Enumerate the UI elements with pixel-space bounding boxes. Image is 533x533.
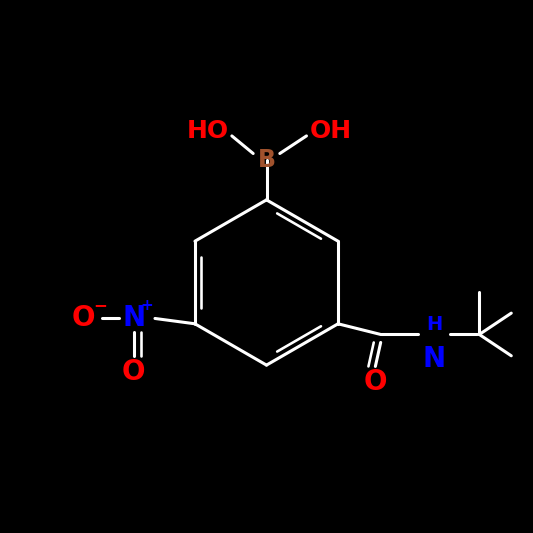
Text: −: − (93, 296, 107, 314)
Text: N: N (122, 304, 145, 333)
Text: +: + (141, 297, 154, 313)
Text: B: B (257, 148, 276, 172)
Text: N: N (423, 345, 446, 373)
Text: H: H (426, 316, 442, 335)
Text: HO: HO (187, 118, 229, 143)
Text: O: O (122, 358, 146, 386)
Text: OH: OH (309, 118, 352, 143)
Text: O: O (71, 304, 95, 333)
Text: O: O (364, 368, 387, 397)
